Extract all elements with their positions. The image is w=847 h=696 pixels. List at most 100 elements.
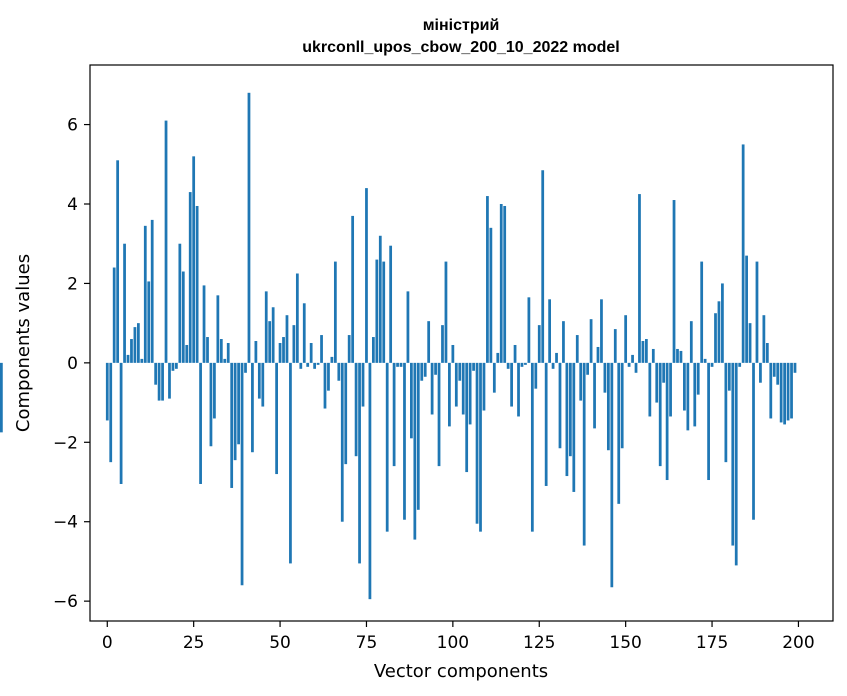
plot-frame bbox=[89, 64, 834, 622]
y-tick-label: −2 bbox=[53, 433, 78, 453]
bar bbox=[295, 273, 299, 363]
bar bbox=[448, 362, 451, 427]
bar bbox=[413, 362, 417, 540]
bar bbox=[330, 356, 334, 363]
x-tick-label: 75 bbox=[356, 633, 378, 653]
bar bbox=[285, 315, 289, 363]
bar bbox=[371, 337, 375, 363]
bar bbox=[396, 362, 399, 367]
bar bbox=[624, 315, 628, 363]
bar bbox=[772, 362, 776, 377]
x-tick-label: 50 bbox=[269, 633, 291, 653]
bar bbox=[586, 362, 590, 375]
bar bbox=[489, 227, 493, 363]
bar bbox=[299, 362, 303, 369]
bar bbox=[206, 337, 209, 363]
bar bbox=[164, 120, 168, 363]
bar bbox=[582, 362, 586, 546]
bar bbox=[524, 362, 527, 365]
bar bbox=[634, 362, 638, 373]
bar bbox=[392, 362, 396, 467]
bar bbox=[264, 291, 268, 363]
bar bbox=[454, 362, 458, 407]
x-tick-label: 200 bbox=[782, 633, 814, 653]
x-tick-label: 0 bbox=[102, 633, 113, 653]
bar bbox=[368, 362, 372, 600]
bar bbox=[282, 337, 285, 363]
bar bbox=[703, 358, 707, 363]
bar bbox=[689, 321, 693, 363]
bar bbox=[700, 261, 704, 363]
y-tick-label: 4 bbox=[67, 195, 78, 215]
bar bbox=[672, 200, 676, 363]
bar bbox=[410, 362, 413, 439]
bar bbox=[430, 362, 434, 415]
bar bbox=[665, 362, 669, 481]
bar bbox=[195, 205, 199, 363]
bar bbox=[568, 362, 572, 457]
bar bbox=[679, 350, 683, 363]
bar bbox=[268, 321, 272, 363]
bar bbox=[275, 362, 278, 475]
bar bbox=[358, 362, 361, 564]
bar bbox=[309, 343, 313, 363]
bar bbox=[606, 362, 610, 451]
y-tick-label: −6 bbox=[53, 592, 78, 612]
bar bbox=[171, 362, 175, 371]
bar bbox=[385, 362, 389, 532]
bar bbox=[399, 362, 403, 367]
bar bbox=[188, 192, 192, 363]
bar bbox=[123, 243, 126, 363]
bar bbox=[603, 362, 607, 393]
bar bbox=[444, 261, 448, 363]
bar bbox=[648, 362, 652, 417]
bar bbox=[375, 259, 379, 363]
bar bbox=[544, 362, 548, 486]
bar bbox=[150, 219, 154, 363]
bar bbox=[472, 362, 475, 371]
bar bbox=[738, 362, 742, 367]
bar bbox=[192, 156, 196, 363]
bar bbox=[354, 362, 358, 457]
bar bbox=[517, 362, 520, 417]
bar bbox=[320, 335, 323, 363]
x-tick-label: 100 bbox=[437, 633, 469, 653]
bar bbox=[451, 344, 455, 363]
bar bbox=[731, 362, 735, 546]
bar bbox=[306, 362, 310, 367]
x-tick-label: 125 bbox=[523, 633, 555, 653]
bar bbox=[645, 339, 648, 363]
bar bbox=[627, 362, 631, 367]
bar bbox=[202, 285, 206, 363]
bar bbox=[161, 362, 164, 401]
y-axis-ticks: −6 −4 −2 0 2 4 6 bbox=[53, 116, 90, 612]
bar bbox=[717, 301, 721, 363]
bar bbox=[441, 325, 444, 363]
bar bbox=[140, 358, 144, 363]
bar bbox=[461, 362, 465, 415]
bar bbox=[479, 362, 482, 532]
bar bbox=[510, 362, 513, 407]
bar bbox=[752, 362, 755, 520]
bar bbox=[168, 362, 171, 399]
bar bbox=[520, 362, 524, 367]
bar bbox=[261, 362, 265, 407]
y-axis-label: Components values bbox=[13, 254, 34, 432]
bar bbox=[617, 362, 621, 504]
bar bbox=[420, 362, 424, 381]
bar bbox=[175, 362, 178, 369]
bar bbox=[537, 325, 541, 363]
bar bbox=[641, 341, 645, 363]
bar bbox=[548, 299, 551, 363]
bar bbox=[492, 362, 496, 393]
bar bbox=[278, 343, 282, 363]
bar bbox=[724, 362, 728, 463]
bar bbox=[143, 225, 147, 363]
bar bbox=[555, 352, 558, 363]
bar bbox=[741, 144, 745, 363]
bar bbox=[323, 362, 327, 409]
bar bbox=[506, 362, 510, 369]
bar bbox=[181, 271, 185, 363]
bar bbox=[240, 362, 244, 586]
